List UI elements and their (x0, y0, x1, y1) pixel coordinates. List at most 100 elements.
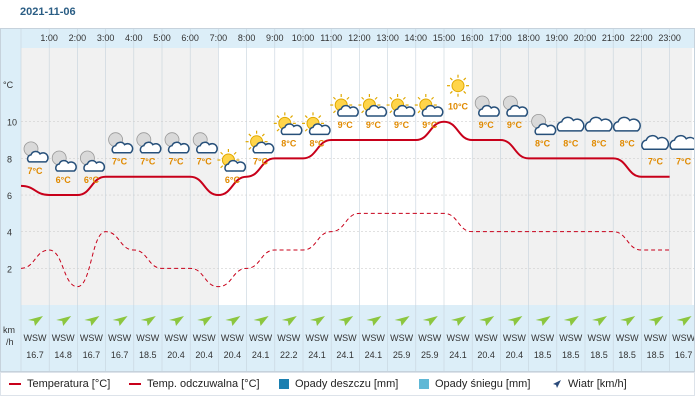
temperature-value-label: 7°C (197, 157, 213, 167)
wind-speed-label: 25.9 (393, 350, 411, 360)
cloud-icon (612, 116, 641, 132)
hour-label: 4:00 (125, 33, 143, 43)
wind-arrow-shape (338, 316, 354, 326)
wind-arrow-shape (28, 316, 43, 326)
hour-label: 3:00 (97, 33, 115, 43)
wind-arrow-shape (535, 316, 551, 326)
hour-label: 6:00 (181, 33, 199, 43)
wind-arrow-shape (197, 316, 213, 326)
wind-arrow-shape (253, 316, 269, 326)
wind-direction-label: WSW (503, 333, 526, 343)
sun-ray (389, 110, 393, 114)
wind-arrow-icon (253, 316, 269, 326)
temperature-value-label: 10°C (448, 102, 469, 112)
wind-speed-label: 24.1 (308, 350, 326, 360)
temperature-value-label: 9°C (422, 120, 438, 130)
hour-label: 2:00 (69, 33, 87, 43)
wind-speed-label: 25.9 (421, 350, 439, 360)
y-tick-label: 10 (7, 118, 17, 128)
hour-label: 1:00 (40, 33, 58, 43)
partly-sunny-icon (273, 112, 303, 136)
wind-direction-label: WSW (165, 333, 188, 343)
wind-arrow-icon (28, 316, 43, 326)
sun-ray (261, 133, 265, 137)
sun-ray (276, 128, 280, 132)
hour-label: 22:00 (630, 33, 653, 43)
wind-arrow-shape (169, 316, 184, 326)
sun-ray (233, 151, 237, 155)
cloud-shape (612, 116, 641, 132)
hour-label: 9:00 (266, 33, 284, 43)
wind-speed-label: 14.8 (54, 350, 72, 360)
partly-cloudy-night-icon (80, 150, 106, 172)
sun-ray (361, 110, 365, 114)
hour-label: 19:00 (546, 33, 569, 43)
night-shade (472, 28, 693, 305)
wind-direction-label: WSW (277, 333, 300, 343)
wind-speed-label: 16.7 (26, 350, 44, 360)
temperature-value-label: 8°C (620, 138, 636, 148)
partly-cloudy-night-icon (164, 132, 190, 154)
hour-label: 20:00 (574, 33, 597, 43)
legend-feels-like: Temp. odczuwalna [°C] (129, 378, 260, 390)
wind-direction-label: WSW (531, 333, 554, 343)
wind-speed-label: 18.5 (139, 350, 157, 360)
feels-like-line (20, 212, 670, 288)
legend-wind-label: Wiatr [km/h] (568, 378, 627, 390)
wind-speed-label: 24.1 (336, 350, 354, 360)
legend-wind: Wiatr [km/h] (551, 378, 627, 390)
y-tick-label: 8 (7, 154, 12, 164)
sun-ray (449, 90, 453, 94)
cloud-icon (556, 116, 585, 132)
cloud-shape (280, 123, 303, 136)
sun-icon (447, 74, 469, 97)
hour-label: 17:00 (489, 33, 512, 43)
legend-snow-label: Opady śniegu [mm] (435, 378, 531, 390)
wind-arrow-shape (451, 316, 466, 326)
sun-ray (374, 96, 378, 100)
wind-arrow-shape (507, 316, 523, 326)
cloud-shape (556, 116, 585, 132)
cloud-shape (111, 141, 134, 154)
wind-arrow-icon (553, 379, 561, 388)
wind-speed-label: 24.1 (449, 350, 467, 360)
sun-ray (220, 165, 224, 169)
wind-arrow-shape (225, 316, 241, 326)
sun-ray (402, 96, 406, 100)
axis-panel (0, 28, 21, 372)
sun-ray (389, 96, 393, 100)
sun-ray (304, 115, 308, 119)
cloud-shape (252, 141, 275, 154)
partly-cloudy-night-icon (474, 95, 500, 117)
temperature-value-label: 6°C (56, 175, 72, 185)
partly-cloudy-night-icon (192, 132, 218, 154)
wind-arrow-icon (394, 316, 410, 326)
sun-ray (361, 96, 365, 100)
hour-label: 15:00 (433, 33, 456, 43)
sun-ray (449, 77, 453, 81)
wind-arrow-icon (338, 316, 354, 326)
wind-arrow-icon (84, 316, 100, 326)
cloud-shape (308, 123, 331, 136)
legend-rain-label: Opady deszczu [mm] (295, 378, 399, 390)
wind-arrow-shape (620, 316, 636, 326)
hour-label: 11:00 (320, 33, 342, 43)
wind-arrow-shape (112, 316, 128, 326)
temperature-value-label: 6°C (84, 175, 100, 185)
sun-disc (451, 79, 465, 93)
wind-speed-label: 24.1 (252, 350, 270, 360)
sun-ray (463, 90, 467, 94)
cloud-shape (196, 141, 218, 154)
partly-cloudy-night-icon (531, 113, 557, 136)
hour-header (21, 28, 695, 48)
cloud-shape (139, 141, 162, 154)
wind-arrow-icon (563, 316, 579, 326)
temperature-value-label: 7°C (140, 157, 156, 167)
temperature-value-label: 9°C (479, 120, 495, 130)
wind-direction-label: WSW (362, 333, 385, 343)
cloud-shape (365, 104, 388, 117)
wind-arrow-icon (169, 316, 184, 326)
wind-arrow-icon (451, 316, 466, 326)
partly-sunny-icon (386, 94, 416, 117)
temperature-value-label: 9°C (366, 120, 382, 130)
